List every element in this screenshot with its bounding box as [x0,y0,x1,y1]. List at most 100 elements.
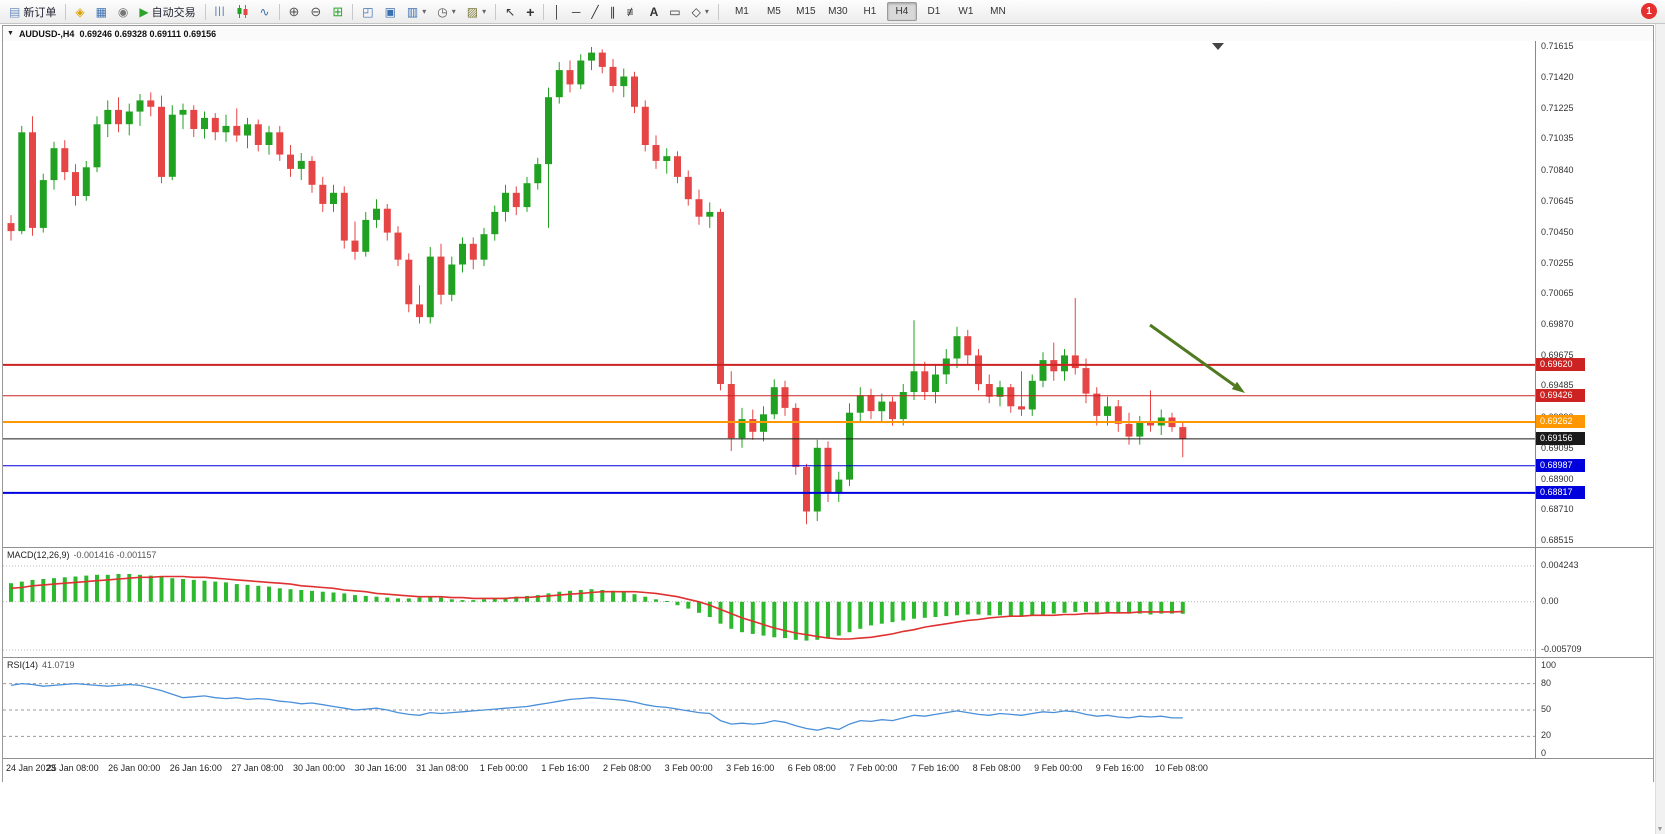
timeframe-m30-button[interactable]: M30 [828,6,848,17]
time-axis-label: 31 Jan 08:00 [416,763,469,773]
toolbar-separator [495,3,497,20]
main-chart[interactable] [3,41,1535,547]
notification-badge[interactable]: 1 [1641,3,1657,19]
time-axis-label: 30 Jan 16:00 [354,763,407,773]
chart-ohlc-values: 0.69246 0.69328 0.69111 0.69156 [79,28,217,39]
time-axis-label: 26 Jan 00:00 [108,763,161,773]
time-axis-label: 1 Feb 16:00 [541,763,590,773]
tile-windows-button[interactable]: ⊞ [327,1,348,23]
new-order-icon: ▤ [9,4,21,19]
chart-body: 0.71615 0.71420 0.71225 0.71035 0.70840 0.706… [3,41,1653,783]
vertical-line-button[interactable]: │ [548,1,566,23]
timeframe-mn-button[interactable]: MN [990,6,1006,17]
tile-windows-icon: ⊞ [332,4,344,19]
macd-signal-line [10,575,1183,640]
templates-button[interactable]: ▨ ▾ [462,1,491,23]
price-axis[interactable]: 0.71615 0.71420 0.71225 0.71035 0.70840 0.706… [1535,41,1653,547]
price-tag: 0.69426 [1536,388,1585,402]
timeframe-m5-button[interactable]: M5 [766,6,781,17]
fibonacci-button[interactable]: ≢ [622,1,644,23]
timeframe-m1-button[interactable]: M1 [734,6,749,17]
channel-button[interactable]: ∥ [605,1,621,23]
price-axis-label: 0.71615 [1541,41,1574,51]
scroll-down-icon[interactable]: ▼ [1656,826,1664,833]
rsi-axis-label: 80 [1541,677,1552,688]
time-axis-label: 24 Jan 2023 [6,763,56,773]
profiles-icon: ▥ [406,4,419,19]
horizontal-lines [3,363,1535,494]
macd-chart[interactable] [3,548,1535,658]
macd-histogram [9,574,1185,641]
timeframe-h4-button[interactable]: H4 [886,2,917,21]
new-order-button[interactable]: ▤ 新订单 [4,1,61,23]
chart-collapse-icon[interactable]: ▼ [7,30,14,37]
macd-panel[interactable]: MACD(12,26,9) -0.001416 -0.001157 [3,547,1535,658]
terminal-icon: ◉ [117,4,129,19]
profiles-button[interactable]: ▥ ▾ [402,1,431,23]
rsi-panel[interactable]: RSI(14) 41.0719 [3,657,1535,759]
price-axis-label: 0.70645 [1541,195,1574,206]
chart-shift-marker[interactable] [1212,43,1224,50]
price-tag: 0.69156 [1536,431,1585,445]
cascade-windows-button[interactable]: ◰ [357,1,378,23]
data-window-button[interactable]: ▦ [91,1,112,23]
period-button[interactable]: ◷ ▾ [432,1,461,23]
candlestick-chart-button[interactable] [231,1,253,23]
macd-axis: 0.004243 0.00 -0.005709 [1535,547,1653,657]
channel-icon: ∥ [609,4,616,19]
time-axis-label: 8 Feb 08:00 [972,763,1021,773]
time-axis-label: 2 Feb 08:00 [602,763,652,773]
price-tag: 0.68817 [1536,485,1585,499]
horizontal-line-button[interactable]: ─ [567,1,586,23]
rsi-axis-label: 0 [1541,748,1547,758]
label-button[interactable]: ▭ [664,1,685,23]
label-icon: ▭ [669,4,681,19]
price-axis-label: 0.70450 [1541,226,1574,237]
cursor-button[interactable]: ↖ [500,1,520,23]
auto-trading-button[interactable]: ▶ 自动交易 [134,1,200,23]
terminal-button[interactable]: ◉ [113,1,133,23]
time-axis-label: 9 Feb 00:00 [1034,763,1083,773]
main-chart-panel[interactable] [3,41,1535,547]
vertical-scrollbar[interactable]: ▲ ▼ [1655,0,1665,834]
price-axis-label: 0.69675 [1541,350,1574,361]
timeframe-w1-button[interactable]: W1 [958,6,974,17]
time-axis-label: 1 Feb 00:00 [479,763,528,773]
auto-trading-label: 自动交易 [151,6,196,19]
line-chart-button[interactable]: ∿ [254,1,274,23]
candlestick-chart-icon [236,5,248,18]
rsi-axis-label: 100 [1541,660,1557,670]
timeframe-m15-button[interactable]: M15 [796,6,816,17]
fibonacci-icon: ≢ [626,4,639,19]
time-axis-label: 3 Feb 16:00 [726,763,775,773]
timeframe-d1-button[interactable]: D1 [927,6,941,17]
timeframe-toolbar: M1 M5 M15 M30 H1 H4 D1 W1 MN [727,2,1013,21]
rsi-chart[interactable] [3,658,1535,759]
arrange-windows-button[interactable]: ▣ [380,1,401,23]
price-tag: 0.68987 [1536,458,1585,472]
time-axis[interactable]: 24 Jan 2023 25 Jan 08:00 26 Jan 00:00 26 Ja… [3,758,1653,783]
price-axis-label: 0.71420 [1541,72,1574,83]
rsi-value: 41.0719 [42,660,75,670]
zoom-in-button[interactable]: ⊕ [284,1,305,23]
zoom-in-icon: ⊕ [288,4,300,19]
horizontal-line-icon: ─ [571,4,581,19]
market-watch-button[interactable]: ◈ [70,1,89,23]
timeframe-h1-button[interactable]: H1 [863,6,877,17]
trend-arrow[interactable] [1149,323,1245,393]
cascade-windows-icon: ◰ [362,4,374,19]
price-axis-label: 0.70065 [1541,288,1574,298]
price-tag: 0.69262 [1536,414,1585,428]
bar-chart-button[interactable]: ||| [210,1,231,23]
shapes-button[interactable]: ◇ ▾ [687,1,714,23]
text-button[interactable]: A [645,1,664,23]
trendline-button[interactable]: ╱ [586,1,603,23]
price-axis-label: 0.68515 [1541,535,1574,545]
crosshair-button[interactable]: + [521,1,539,23]
chevron-down-icon: ▾ [704,7,709,16]
time-axis-label: 30 Jan 00:00 [292,763,346,773]
zoom-out-button[interactable]: ⊖ [305,1,326,23]
time-axis-label: 25 Jan 08:00 [46,763,99,773]
rsi-axis-label: 50 [1541,704,1552,714]
time-axis-label: 3 Feb 00:00 [664,763,713,773]
